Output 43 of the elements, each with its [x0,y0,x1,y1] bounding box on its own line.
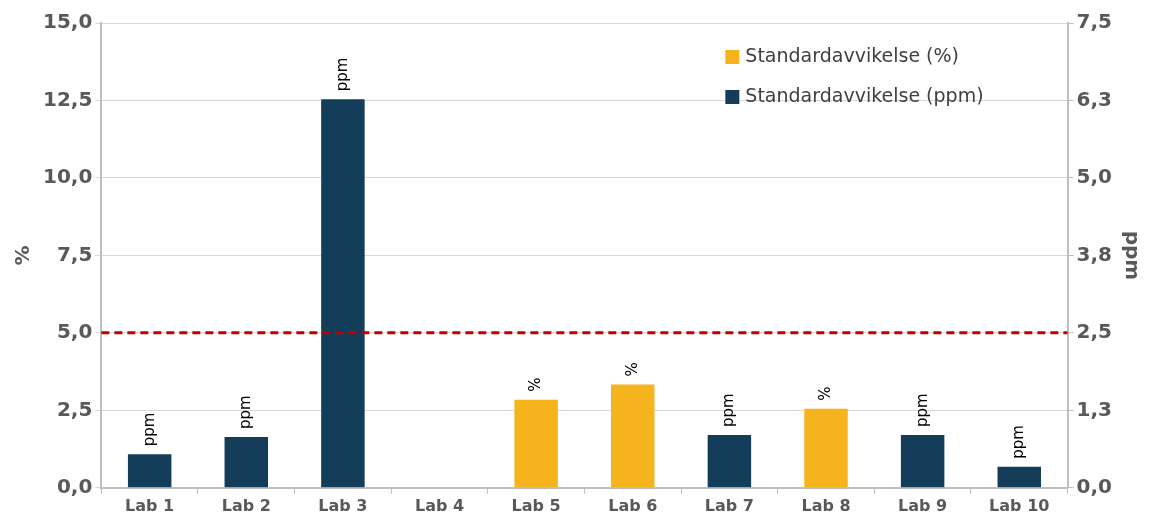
y2-axis-title: ppm [1120,230,1145,281]
legend-label: Standardavvikelse (%) [745,43,959,66]
bar [224,436,269,488]
y-tick-label: 2,5 [56,396,93,421]
data-label: ppm [236,395,255,429]
y2-tick-label: 0,0 [1076,474,1113,498]
data-label: ppm [332,57,351,92]
bar [707,435,752,488]
bar [321,99,365,488]
y-tick-label: 5,0 [56,319,93,344]
y-tick-label: 15,0 [42,9,93,34]
y2-tick-label: 7,5 [1076,9,1113,34]
data-label: % [815,386,834,401]
y-tick-label: 0,0 [56,474,93,498]
x-tick-label: Lab 5 [511,495,561,515]
x-tick-label: Lab 7 [704,495,754,515]
data-label: ppm [719,393,738,428]
data-label: ppm [139,412,158,447]
data-label: ppm [1009,425,1028,459]
x-tick-label: Lab 3 [318,495,368,515]
y2-tick-label: 3,8 [1076,241,1113,266]
y2-tick-label: 2,5 [1076,319,1113,344]
x-tick-label: Lab 2 [221,495,271,515]
bar [900,435,945,488]
x-tick-label: Lab 1 [125,495,175,515]
x-tick-label: Lab 4 [414,495,465,515]
x-tick-label: Lab 6 [608,495,658,515]
data-label: % [622,362,641,377]
x-tick-label: Lab 8 [801,495,851,515]
data-label: % [526,377,545,392]
bar [127,454,172,488]
y-tick-label: 10,0 [42,164,93,189]
y-tick-label: 7,5 [56,241,93,266]
y-tick-label: 12,5 [42,86,93,111]
x-tick-label: Lab 9 [898,495,948,515]
y2-tick-label: 5,0 [1076,164,1113,189]
legend-label: Standardavvikelse (ppm) [745,83,984,106]
x-tick-label: Lab 10 [989,495,1050,515]
y2-tick-label: 1,3 [1076,396,1113,421]
y-axis-title: % [10,245,35,266]
y2-tick-label: 6,3 [1076,86,1113,111]
data-label: ppm [912,393,931,428]
bar [997,466,1041,488]
